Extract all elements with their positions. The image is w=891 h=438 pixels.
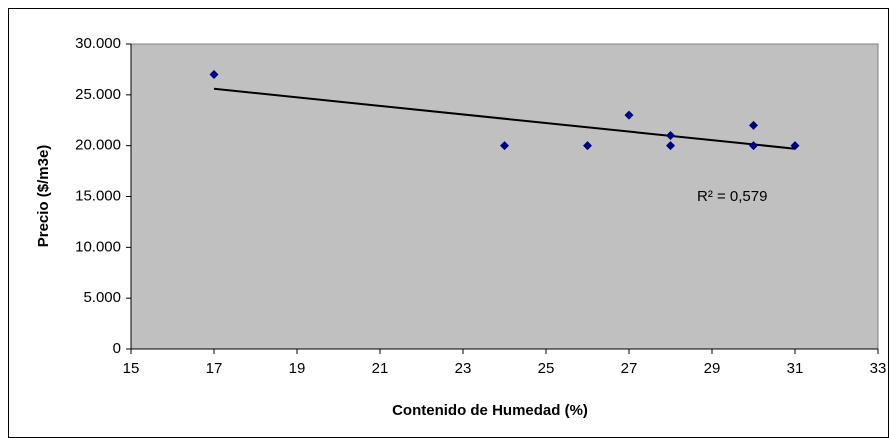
point — [749, 120, 758, 130]
x-tick-label: 27 — [621, 360, 638, 377]
x-tick-label: 29 — [704, 360, 721, 377]
y-tick-label: 0 — [113, 340, 121, 357]
point — [624, 110, 634, 120]
y-axis-label: Precio ($/m3e) — [35, 145, 52, 248]
point — [666, 141, 675, 151]
y-tick-label: 30.000 — [75, 35, 121, 52]
point — [666, 131, 675, 140]
point — [583, 141, 592, 151]
point — [749, 141, 758, 151]
x-axis-label: Contenido de Humedad (%) — [392, 402, 588, 419]
y-tick-label: 10.000 — [75, 238, 121, 255]
x-tick-label: 25 — [538, 360, 555, 377]
point — [209, 70, 219, 79]
plot-area — [130, 43, 879, 350]
x-tick-label: 33 — [870, 360, 887, 377]
x-tick-label: 15 — [123, 360, 140, 377]
x-tick-label: 31 — [787, 360, 804, 377]
x-tick-label: 23 — [455, 360, 472, 377]
trendline — [213, 87, 796, 150]
point — [500, 141, 509, 151]
y-tick-label: 5.000 — [83, 289, 121, 306]
x-tick-label: 19 — [289, 360, 306, 377]
annotation: R² = 0,579 — [697, 188, 767, 205]
x-tick-label: 17 — [206, 360, 223, 377]
y-tick-label: 20.000 — [75, 137, 121, 154]
point — [790, 141, 800, 151]
y-tick-label: 25.000 — [75, 86, 121, 103]
x-tick-label: 21 — [372, 360, 389, 377]
y-tick-label: 15.000 — [75, 187, 121, 204]
